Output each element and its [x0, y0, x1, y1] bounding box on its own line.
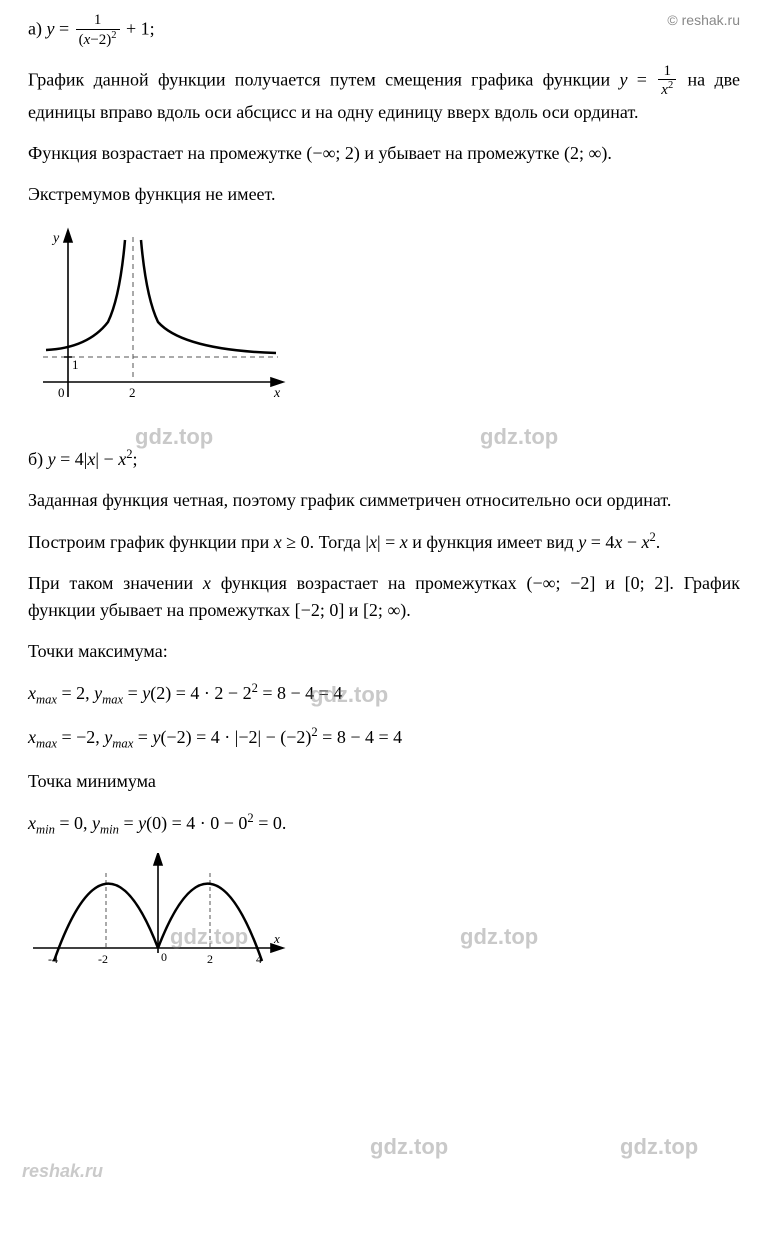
- part-b-p2: Построим график функции при x ≥ 0. Тогда…: [28, 528, 740, 556]
- min-line: xmin = 0, ymin = y(0) = 4 · 0 − 02 = 0.: [28, 809, 740, 839]
- reshak-logo: reshak.ru: [22, 1158, 103, 1185]
- graph-b-x-label: x: [273, 931, 280, 946]
- graph-a-tick-0: 0: [58, 385, 65, 400]
- graph-b-tick-m4: -4: [48, 952, 58, 966]
- part-b-p3: При таком значении x функция возрастает …: [28, 570, 740, 624]
- part-a-p3: Экстремумов функция не имеет.: [28, 181, 740, 208]
- part-a-equation: а) y = 1(x−2)2 + 1;: [28, 12, 740, 49]
- part-b-p1: Заданная функция четная, поэтому график …: [28, 487, 740, 514]
- graph-a-x-label: x: [273, 386, 281, 401]
- graph-b-tick-0: 0: [161, 950, 167, 964]
- eq-sign: =: [54, 18, 73, 38]
- part-b-label: б): [28, 449, 48, 469]
- graph-b-tick-m2: -2: [98, 952, 108, 966]
- fraction-2: 1x2: [658, 63, 676, 100]
- part-a-p1: График данной функции получается путем с…: [28, 63, 740, 127]
- graph-a: y x 0 2 1: [28, 222, 288, 417]
- max-title: Точки максимума:: [28, 638, 740, 665]
- watermark-5: gdz.top: [460, 920, 538, 953]
- frac-den: (x−2)2: [76, 30, 120, 49]
- watermark-6: gdz.top: [370, 1130, 448, 1163]
- copyright-text: © reshak.ru: [667, 10, 740, 31]
- graph-b-tick-4: 4: [256, 952, 262, 966]
- max-line-1: xmax = 2, ymax = y(2) = 4 · 2 − 22 = 8 −…: [28, 679, 740, 709]
- graph-a-tick-1: 1: [72, 357, 79, 372]
- watermark-7: gdz.top: [620, 1130, 698, 1163]
- graph-b: -4 -2 0 2 4 x: [28, 853, 288, 968]
- part-b-equation: б) y = 4|x| − x2;: [28, 445, 740, 473]
- part-a-p2: Функция возрастает на промежутке (−∞; 2)…: [28, 140, 740, 167]
- eq-tail: + 1;: [122, 18, 155, 38]
- part-a-label: а): [28, 18, 46, 38]
- graph-a-y-label: y: [51, 231, 60, 246]
- graph-a-tick-2: 2: [129, 385, 136, 400]
- max-line-2: xmax = −2, ymax = y(−2) = 4 · |−2| − (−2…: [28, 723, 740, 753]
- graph-b-tick-2: 2: [207, 952, 213, 966]
- min-title: Точка минимума: [28, 768, 740, 795]
- fraction-1: 1(x−2)2: [76, 12, 120, 49]
- frac-num: 1: [76, 12, 120, 30]
